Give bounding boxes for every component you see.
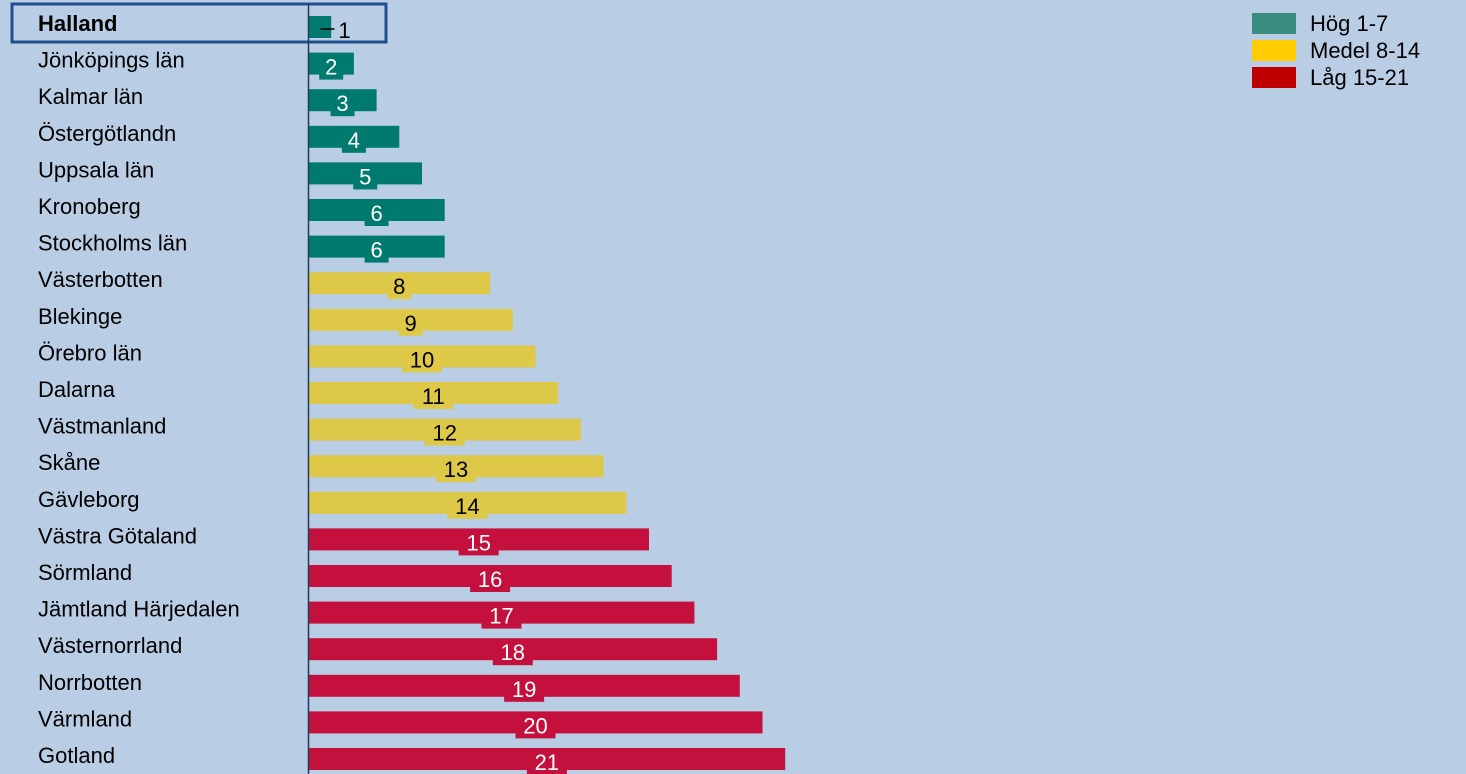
value-label-orebro-lan: 10 — [410, 347, 434, 372]
value-label-norrbotten: 19 — [512, 677, 536, 702]
value-label-skane: 13 — [444, 457, 468, 482]
legend-item-high: Hög 1-7 — [1252, 10, 1420, 37]
category-label-orebro-lan: Örebro län — [38, 340, 142, 365]
value-label-vastra-gotaland: 15 — [467, 530, 491, 555]
legend-swatch-low — [1252, 67, 1296, 88]
value-label-gotland: 21 — [535, 750, 559, 774]
value-label-bg-vastra-gotaland — [458, 529, 499, 556]
value-label-bg-gavleborg — [447, 492, 488, 519]
value-label-bg-kalmar-lan — [330, 90, 355, 117]
category-label-varmland: Värmland — [38, 706, 132, 731]
category-label-jonkopings-lan: Jönköpings län — [38, 48, 185, 73]
value-label-varmland: 20 — [523, 713, 547, 738]
value-label-kronoberg: 6 — [370, 201, 382, 226]
legend: Hög 1-7 Medel 8-14 Låg 15-21 — [1252, 10, 1420, 91]
category-label-vastra-gotaland: Västra Götaland — [38, 523, 197, 548]
value-label-bg-uppsala-lan — [353, 163, 378, 190]
category-label-vasternorrland: Västernorrland — [38, 633, 182, 658]
bar-halland — [308, 16, 332, 38]
value-label-bg-vastmanland — [424, 419, 465, 446]
category-label-kronoberg: Kronoberg — [38, 194, 141, 219]
category-label-vastmanland: Västmanland — [38, 414, 166, 439]
value-label-bg-blekinge — [398, 309, 423, 336]
category-label-norrbotten: Norrbotten — [38, 670, 142, 695]
legend-swatch-medium — [1252, 40, 1296, 61]
value-label-bg-jamtland-harjedalen — [481, 602, 522, 629]
legend-label-high: Hög 1-7 — [1310, 10, 1389, 36]
value-label-jonkopings-lan: 2 — [325, 55, 337, 80]
category-label-sormland: Sörmland — [38, 560, 132, 585]
legend-item-medium: Medel 8-14 — [1252, 37, 1420, 64]
value-label-bg-jonkopings-lan — [319, 53, 344, 80]
value-label-bg-gotland — [526, 749, 567, 774]
value-label-uppsala-lan: 5 — [359, 164, 371, 189]
legend-swatch-high — [1252, 13, 1296, 34]
value-label-bg-stockholms-lan — [364, 236, 389, 263]
category-label-vasterbotten: Västerbotten — [38, 267, 163, 292]
category-label-uppsala-lan: Uppsala län — [38, 157, 154, 182]
highlight-box-halland — [10, 2, 388, 44]
category-label-kalmar-lan: Kalmar län — [38, 84, 143, 109]
value-label-bg-orebro-lan — [402, 346, 442, 373]
legend-label-low: Låg 15-21 — [1310, 64, 1410, 90]
value-label-dalarna: 11 — [422, 384, 445, 409]
category-label-skane: Skåne — [38, 450, 100, 475]
value-label-vasterbotten: 8 — [393, 274, 405, 299]
legend-item-low: Låg 15-21 — [1252, 64, 1420, 91]
category-label-halland: Halland — [38, 11, 117, 36]
value-label-bg-vasternorrland — [492, 639, 533, 666]
value-label-gavleborg: 14 — [455, 494, 479, 519]
category-label-stockholms-lan: Stockholms län — [38, 231, 187, 256]
value-label-halland: 1 — [338, 18, 350, 43]
value-label-bg-kronoberg — [364, 200, 389, 226]
category-label-blekinge: Blekinge — [38, 304, 122, 329]
value-label-vasternorrland: 18 — [501, 640, 525, 665]
value-label-bg-varmland — [515, 712, 556, 739]
value-label-kalmar-lan: 3 — [336, 91, 348, 116]
value-label-bg-dalarna — [413, 383, 454, 409]
category-label-gotland: Gotland — [38, 743, 115, 768]
value-label-stockholms-lan: 6 — [370, 238, 382, 263]
category-label-jamtland-harjedalen: Jämtland Härjedalen — [38, 597, 240, 622]
value-label-bg-skane — [436, 456, 477, 483]
value-label-jamtland-harjedalen: 17 — [489, 604, 513, 629]
category-label-ostergotlandn: Östergötlandn — [38, 121, 176, 146]
value-label-ostergotlandn: 4 — [348, 128, 360, 153]
value-label-bg-vasterbotten — [387, 273, 412, 300]
category-label-dalarna: Dalarna — [38, 377, 116, 402]
category-label-gavleborg: Gävleborg — [38, 487, 140, 512]
value-label-blekinge: 9 — [405, 311, 417, 336]
value-label-bg-sormland — [470, 566, 511, 592]
value-label-bg-ostergotlandn — [341, 126, 366, 153]
value-label-vastmanland: 12 — [432, 421, 456, 446]
legend-label-medium: Medel 8-14 — [1310, 37, 1421, 63]
value-label-bg-norrbotten — [504, 675, 545, 702]
value-label-sormland: 16 — [478, 567, 502, 592]
